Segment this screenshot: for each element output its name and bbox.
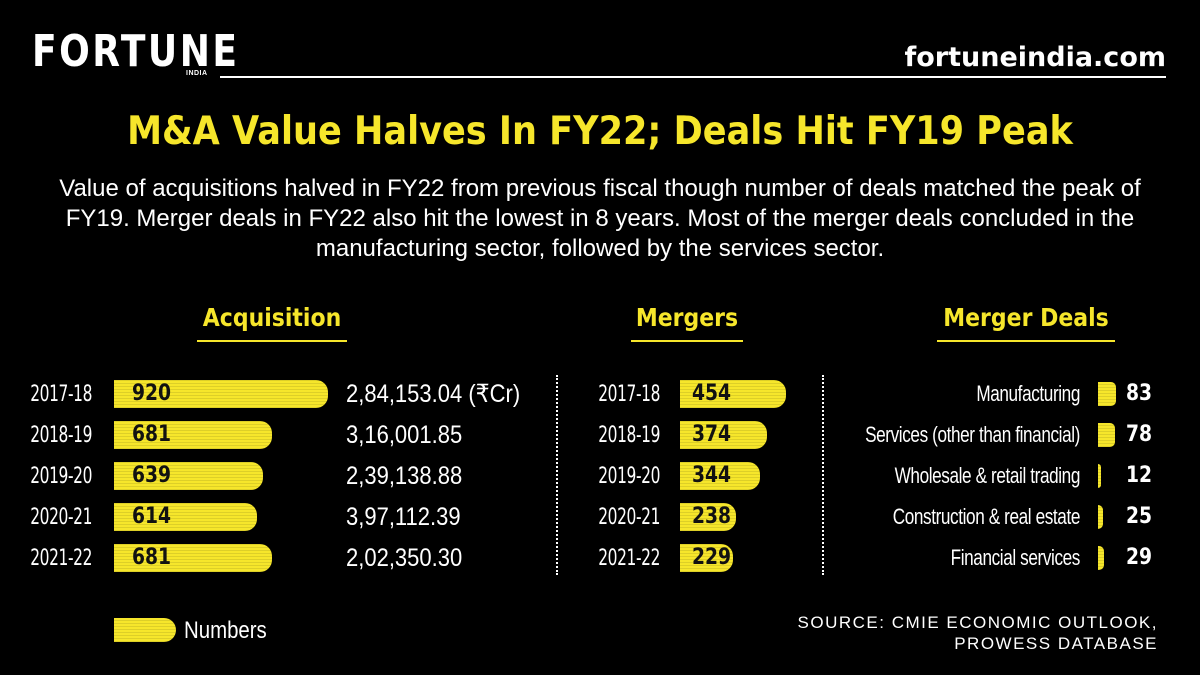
merger-bar (680, 544, 734, 572)
merger-bar-value: 229 (692, 545, 732, 570)
merger-bar (680, 503, 736, 531)
acq-amount: 2,84,153.04 (₹Cr) (346, 380, 521, 408)
merger-bar (680, 421, 768, 449)
merger-deal-category: Construction & real estate (892, 504, 1081, 529)
site-url[interactable]: fortuneindia.com (904, 42, 1167, 73)
merger-bar-value: 454 (692, 381, 732, 406)
merger-bar-value: 238 (692, 504, 732, 529)
acq-amount: 3,16,001.85 (346, 421, 463, 449)
merger-deal-value: 25 (1126, 504, 1153, 529)
acq-year-label: 2021-22 (30, 546, 92, 571)
acq-bar-value: 681 (132, 422, 172, 447)
legend-swatch (114, 618, 176, 642)
merger-year-label: 2020-21 (598, 505, 660, 530)
merger-year-label: 2021-22 (598, 546, 660, 571)
acq-bar (114, 462, 263, 490)
section-title-1: Mergers (635, 303, 739, 332)
section-underline-2 (937, 340, 1115, 342)
page-subtitle: Value of acquisitions halved in FY22 fro… (59, 175, 1141, 262)
merger-deal-bar (1098, 423, 1115, 447)
acq-bar-value: 920 (132, 381, 172, 406)
merger-deal-category: Financial services (950, 545, 1081, 570)
merger-bar (680, 462, 761, 490)
merger-deal-value: 29 (1126, 545, 1153, 570)
legend-label: Numbers (184, 617, 267, 644)
acq-amount: 2,02,350.30 (346, 544, 463, 572)
source-line-1: SOURCE: CMIE ECONOMIC OUTLOOK, (797, 613, 1158, 632)
fortune-logo-sub: INDIA (186, 70, 208, 77)
acq-bar (114, 380, 328, 408)
acq-bar-value: 614 (132, 504, 172, 529)
merger-deal-bar (1098, 546, 1105, 570)
merger-bar (680, 380, 786, 408)
acq-amount: 2,39,138.88 (346, 462, 463, 490)
merger-deal-value: 78 (1126, 422, 1153, 447)
page-title: M&A Value Halves In FY22; Deals Hit FY19… (127, 109, 1073, 154)
merger-bar-value: 374 (692, 422, 732, 447)
section-title-2: Merger Deals (943, 303, 1109, 332)
merger-deal-value: 12 (1126, 463, 1153, 488)
merger-deal-bar (1098, 464, 1101, 488)
acq-amount: 3,97,112.39 (346, 503, 461, 531)
acq-bar (114, 544, 273, 572)
merger-deal-bar (1098, 505, 1104, 529)
merger-deal-bar (1098, 382, 1116, 406)
fortune-logo: FORTUNE (32, 26, 240, 77)
acq-year-label: 2020-21 (30, 505, 92, 530)
acq-year-label: 2017-18 (30, 382, 92, 407)
merger-deal-value: 83 (1126, 381, 1153, 406)
acq-bar-value: 639 (132, 463, 172, 488)
divider-1 (556, 375, 558, 575)
acq-bar (114, 503, 257, 531)
merger-bar-value: 344 (692, 463, 732, 488)
section-title-0: Acquisition (202, 303, 342, 332)
acq-year-label: 2019-20 (30, 464, 92, 489)
acq-bar (114, 421, 273, 449)
merger-deal-category: Wholesale & retail trading (894, 463, 1081, 488)
header-rule (220, 76, 1166, 78)
divider-2 (822, 375, 824, 575)
source-note: SOURCE: CMIE ECONOMIC OUTLOOK, PROWESS D… (638, 612, 1158, 654)
merger-deal-category: Services (other than financial) (865, 422, 1080, 447)
section-underline-0 (197, 340, 347, 342)
acq-bar-value: 681 (132, 545, 172, 570)
source-line-2: PROWESS DATABASE (954, 634, 1158, 653)
section-underline-1 (631, 340, 743, 342)
merger-deal-category: Manufacturing (976, 381, 1080, 406)
acq-year-label: 2018-19 (30, 423, 92, 448)
merger-year-label: 2018-19 (598, 423, 660, 448)
merger-year-label: 2017-18 (598, 382, 660, 407)
merger-year-label: 2019-20 (598, 464, 660, 489)
